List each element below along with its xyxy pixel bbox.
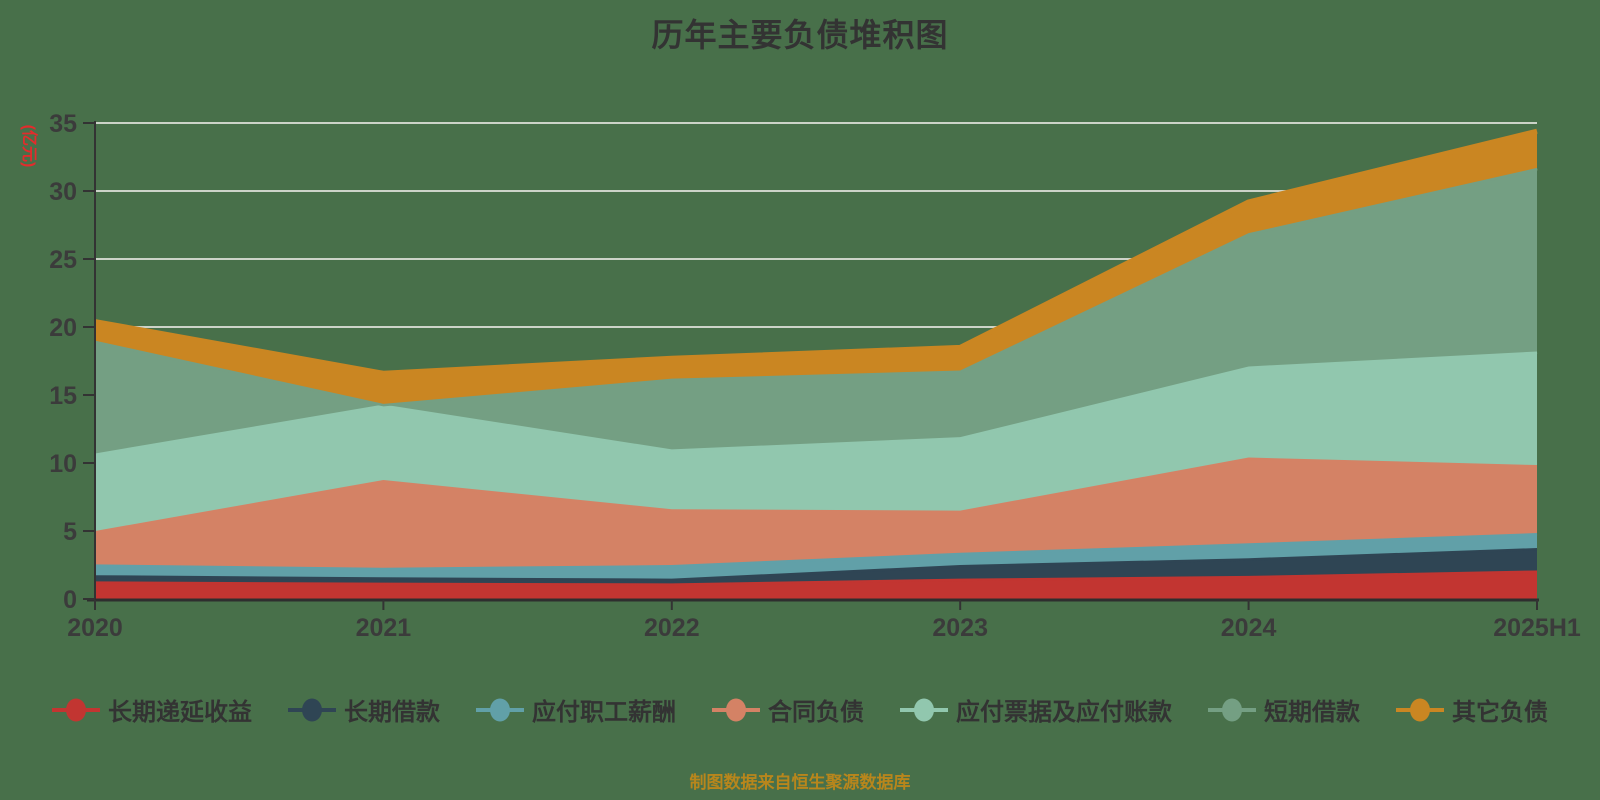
legend-item-长期借款[interactable]: 长期借款 [288,692,440,727]
y-axis-label-5: 5 [63,518,77,546]
legend-item-合同负债[interactable]: 合同负债 [712,692,864,727]
legend-item-其它负债[interactable]: 其它负债 [1396,692,1548,727]
data-source-note: 制图数据来自恒生聚源数据库 [689,773,911,792]
y-axis-label-15: 15 [49,382,77,410]
line-circle-marker-icon [288,698,336,721]
line-circle-marker-icon [476,698,524,721]
line-circle-marker-icon [1396,698,1444,721]
stack-area-长期借款 [95,548,1537,584]
x-axis-label-2023: 2023 [932,614,988,642]
y-axis-label-25: 25 [49,246,77,274]
legend-item-长期递延收益[interactable]: 长期递延收益 [52,692,252,727]
stack-area-应付票据及应付账款 [95,351,1537,531]
x-axis-label-2021: 2021 [356,614,412,642]
line-circle-marker-icon [1208,698,1256,721]
legend-item-短期借款[interactable]: 短期借款 [1208,692,1360,727]
x-axis-label-2025H1: 2025H1 [1493,614,1581,642]
x-axis-label-2022: 2022 [644,614,700,642]
line-circle-marker-icon [712,698,760,721]
y-axis-label-0: 0 [63,586,77,614]
stack-area-短期借款 [95,167,1537,454]
chart-title: 历年主要负债堆积图 [651,17,949,53]
y-axis-label-20: 20 [49,314,77,342]
legend-item-应付职工薪酬[interactable]: 应付职工薪酬 [476,692,676,727]
line-circle-marker-icon [52,698,100,721]
legend-label: 其它负债 [1452,699,1548,726]
legend-item-应付票据及应付账款[interactable]: 应付票据及应付账款 [900,692,1172,727]
legend-label: 短期借款 [1264,699,1360,726]
chart-legend: 长期递延收益 长期借款 应付职工薪酬 合同负债 应付票据及应付账款 短期借款 其它负债 [0,692,1600,727]
y-axis-label-35: 35 [49,110,77,138]
legend-label: 长期递延收益 [108,699,252,726]
legend-label: 应付票据及应付账款 [956,699,1172,726]
y-axis-label-30: 30 [49,178,77,206]
legend-label: 合同负债 [768,699,864,726]
stack-area-合同负债 [95,457,1537,568]
line-circle-marker-icon [900,698,948,721]
legend-label: 应付职工薪酬 [532,699,676,726]
x-axis-label-2020: 2020 [67,614,123,642]
legend-label: 长期借款 [344,699,440,726]
stack-line-其它负债 [94,128,1538,376]
x-axis-label-2024: 2024 [1221,614,1277,642]
y-axis-label-10: 10 [49,450,77,478]
